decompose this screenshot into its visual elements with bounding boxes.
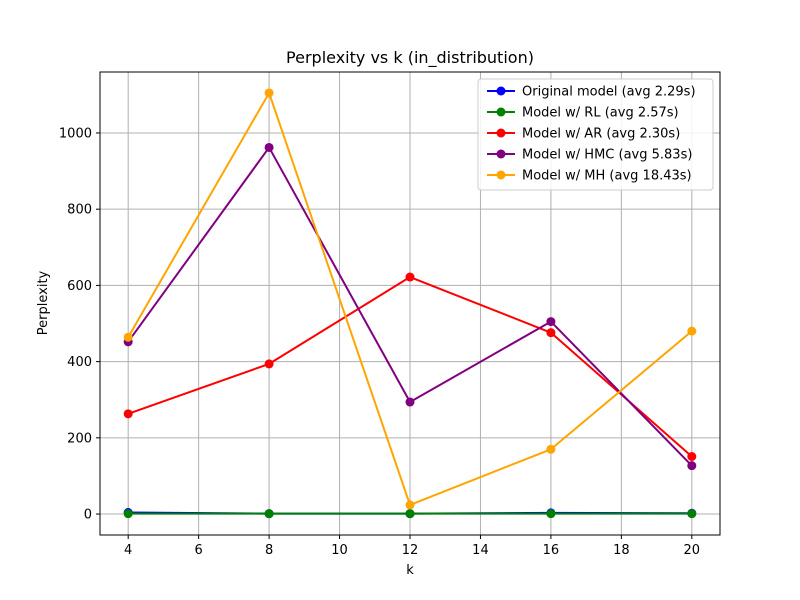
legend-label: Model w/ RL (avg 2.57s): [522, 106, 679, 121]
x-axis-label: k: [406, 563, 414, 578]
y-tick-label: 0: [84, 508, 92, 523]
legend-item: Model w/ MH (avg 18.43s): [487, 169, 692, 184]
legend-item: Original model (avg 2.29s): [487, 85, 696, 100]
y-tick-label: 600: [67, 279, 92, 294]
data-point: [405, 509, 415, 519]
x-tick-label: 4: [124, 543, 132, 558]
data-point: [264, 88, 274, 98]
data-point: [687, 326, 697, 336]
data-point: [264, 359, 274, 369]
chart-title: Perplexity vs k (in_distribution): [286, 48, 534, 68]
series-3: [123, 272, 697, 461]
data-point: [687, 461, 697, 471]
y-tick-label: 400: [67, 355, 92, 370]
data-point: [264, 142, 274, 152]
data-point: [405, 397, 415, 407]
x-tick-label: 12: [402, 543, 419, 558]
y-tick-label: 1000: [59, 126, 92, 141]
x-tick-label: 10: [331, 543, 348, 558]
legend-label: Model w/ HMC (avg 5.83s): [522, 148, 692, 163]
legend-item: Model w/ RL (avg 2.57s): [487, 106, 679, 121]
legend-swatch-marker: [496, 86, 506, 96]
legend-box: [477, 78, 714, 191]
legend: Original model (avg 2.29s) Model w/ RL (a…: [477, 78, 714, 191]
data-point: [687, 509, 697, 519]
x-tick-label: 18: [613, 543, 630, 558]
x-tick-label: 14: [472, 543, 489, 558]
data-point: [264, 509, 274, 519]
data-point: [123, 409, 133, 419]
data-point: [546, 509, 556, 519]
data-point: [123, 332, 133, 342]
series-layer: [123, 88, 697, 519]
y-tick-label: 800: [67, 203, 92, 218]
legend-label: Model w/ AR (avg 2.30s): [522, 127, 680, 142]
x-tick-label: 20: [684, 543, 701, 558]
legend-swatch-marker: [496, 107, 506, 117]
data-point: [405, 500, 415, 510]
data-point: [123, 509, 133, 519]
legend-label: Original model (avg 2.29s): [522, 85, 696, 100]
legend-swatch-marker: [496, 128, 506, 138]
legend-swatch-marker: [496, 149, 506, 159]
data-point: [687, 451, 697, 461]
series-5: [123, 88, 697, 510]
legend-swatch-marker: [496, 170, 506, 180]
x-tick-label: 16: [543, 543, 560, 558]
legend-item: Model w/ AR (avg 2.30s): [487, 127, 680, 142]
x-tick-label: 8: [265, 543, 273, 558]
data-point: [405, 272, 415, 282]
x-tick-label: 6: [194, 543, 202, 558]
y-axis-label: Perplexity: [36, 270, 51, 335]
legend-item: Model w/ HMC (avg 5.83s): [487, 148, 692, 163]
y-tick-label: 200: [67, 431, 92, 446]
legend-label: Model w/ MH (avg 18.43s): [522, 169, 692, 184]
data-point: [546, 444, 556, 454]
series-2: [123, 509, 697, 519]
data-point: [546, 328, 556, 338]
data-point: [546, 317, 556, 327]
